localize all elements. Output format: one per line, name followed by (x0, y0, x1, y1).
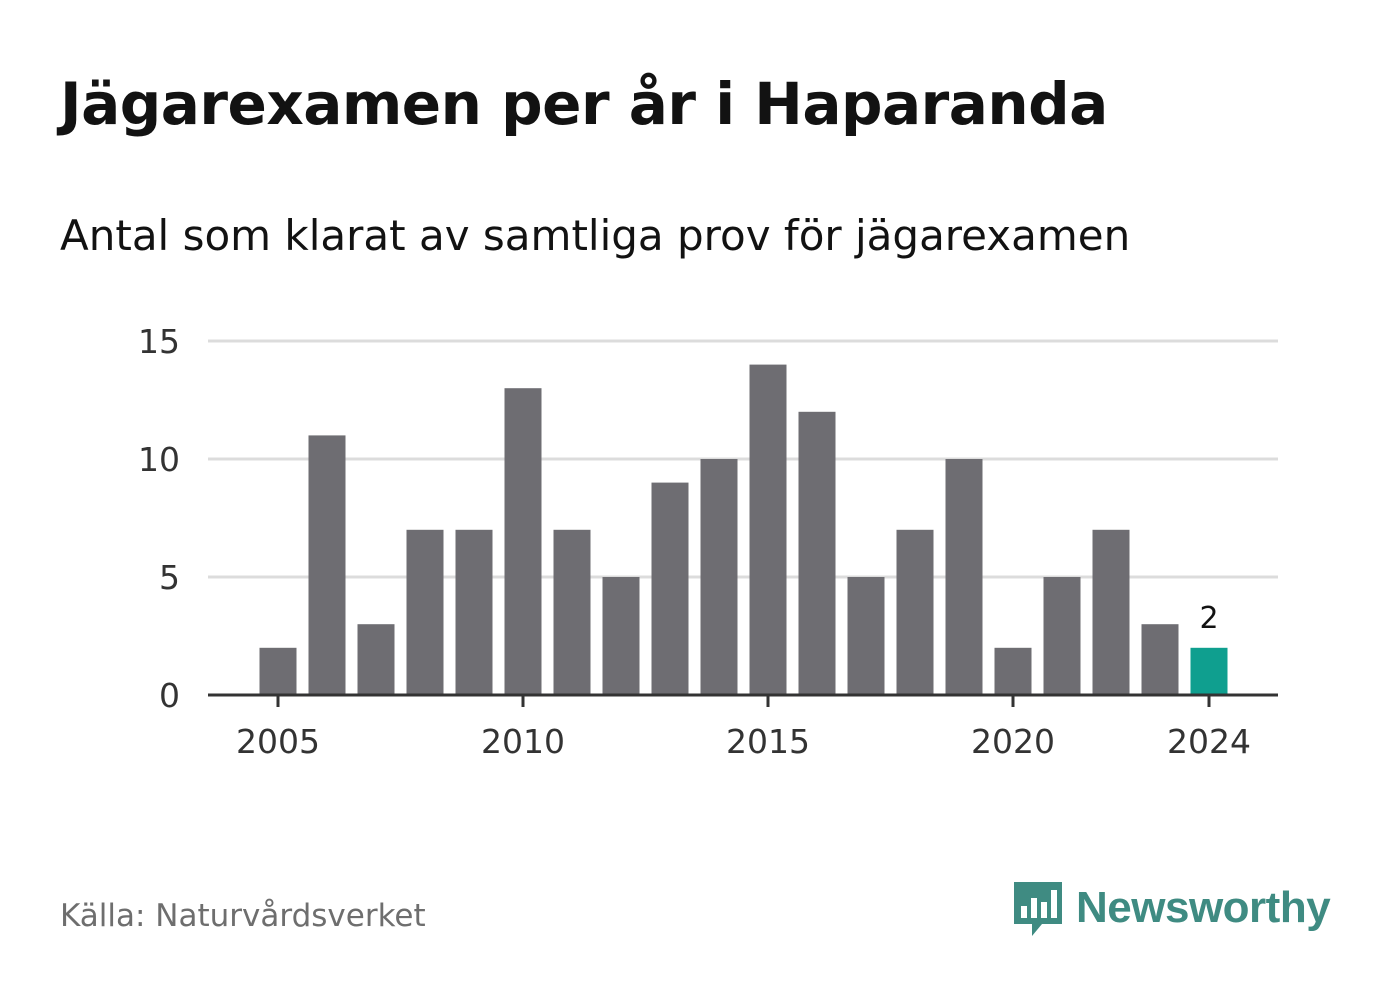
value-label-2024: 2 (1199, 601, 1218, 636)
x-tick-label: 2005 (236, 722, 320, 761)
x-tick-label: 2015 (726, 722, 810, 761)
bar-2020 (994, 647, 1032, 695)
bar-2010 (504, 388, 542, 695)
bar-2007 (357, 624, 395, 695)
bar-2014 (700, 459, 738, 695)
bar-2011 (553, 529, 591, 695)
bar-2022 (1092, 529, 1130, 695)
bar-chart: 0 5 10 15 2005 2010 2015 2020 2024 2 (138, 322, 1278, 761)
bar-2018 (896, 529, 934, 695)
x-tick-label: 2024 (1167, 722, 1251, 761)
bar-2024 (1190, 647, 1228, 695)
x-tick-label: 2010 (481, 722, 565, 761)
y-tick-label: 5 (159, 558, 180, 597)
bars (259, 364, 1228, 695)
y-tick-label: 10 (138, 440, 180, 479)
source-note: Källa: Naturvårdsverket (60, 898, 426, 934)
bar-2008 (406, 529, 444, 695)
bar-chart-speech-bubble-icon (1014, 882, 1062, 936)
bar-2006 (308, 435, 346, 695)
bar-2013 (651, 482, 689, 695)
bar-2023 (1141, 624, 1179, 695)
labels: 0 5 10 15 2005 2010 2015 2020 2024 2 (138, 322, 1251, 761)
chart-subtitle: Antal som klarat av samtliga prov för jä… (60, 211, 1131, 260)
bar-2009 (455, 529, 493, 695)
brand-logo: Newsworthy (1010, 878, 1331, 938)
axes (208, 693, 1278, 707)
bar-2005 (259, 647, 297, 695)
bar-2012 (602, 577, 640, 695)
bar-2019 (945, 459, 983, 695)
y-tick-label: 0 (159, 676, 180, 715)
bar-2021 (1043, 577, 1081, 695)
x-tick-label: 2020 (971, 722, 1055, 761)
bar-2017 (847, 577, 885, 695)
chart-title: Jägarexamen per år i Haparanda (60, 70, 1108, 138)
bar-2016 (798, 411, 836, 695)
y-tick-label: 15 (138, 322, 180, 361)
brand-name: Newsworthy (1076, 883, 1331, 932)
bar-2015 (749, 364, 787, 695)
